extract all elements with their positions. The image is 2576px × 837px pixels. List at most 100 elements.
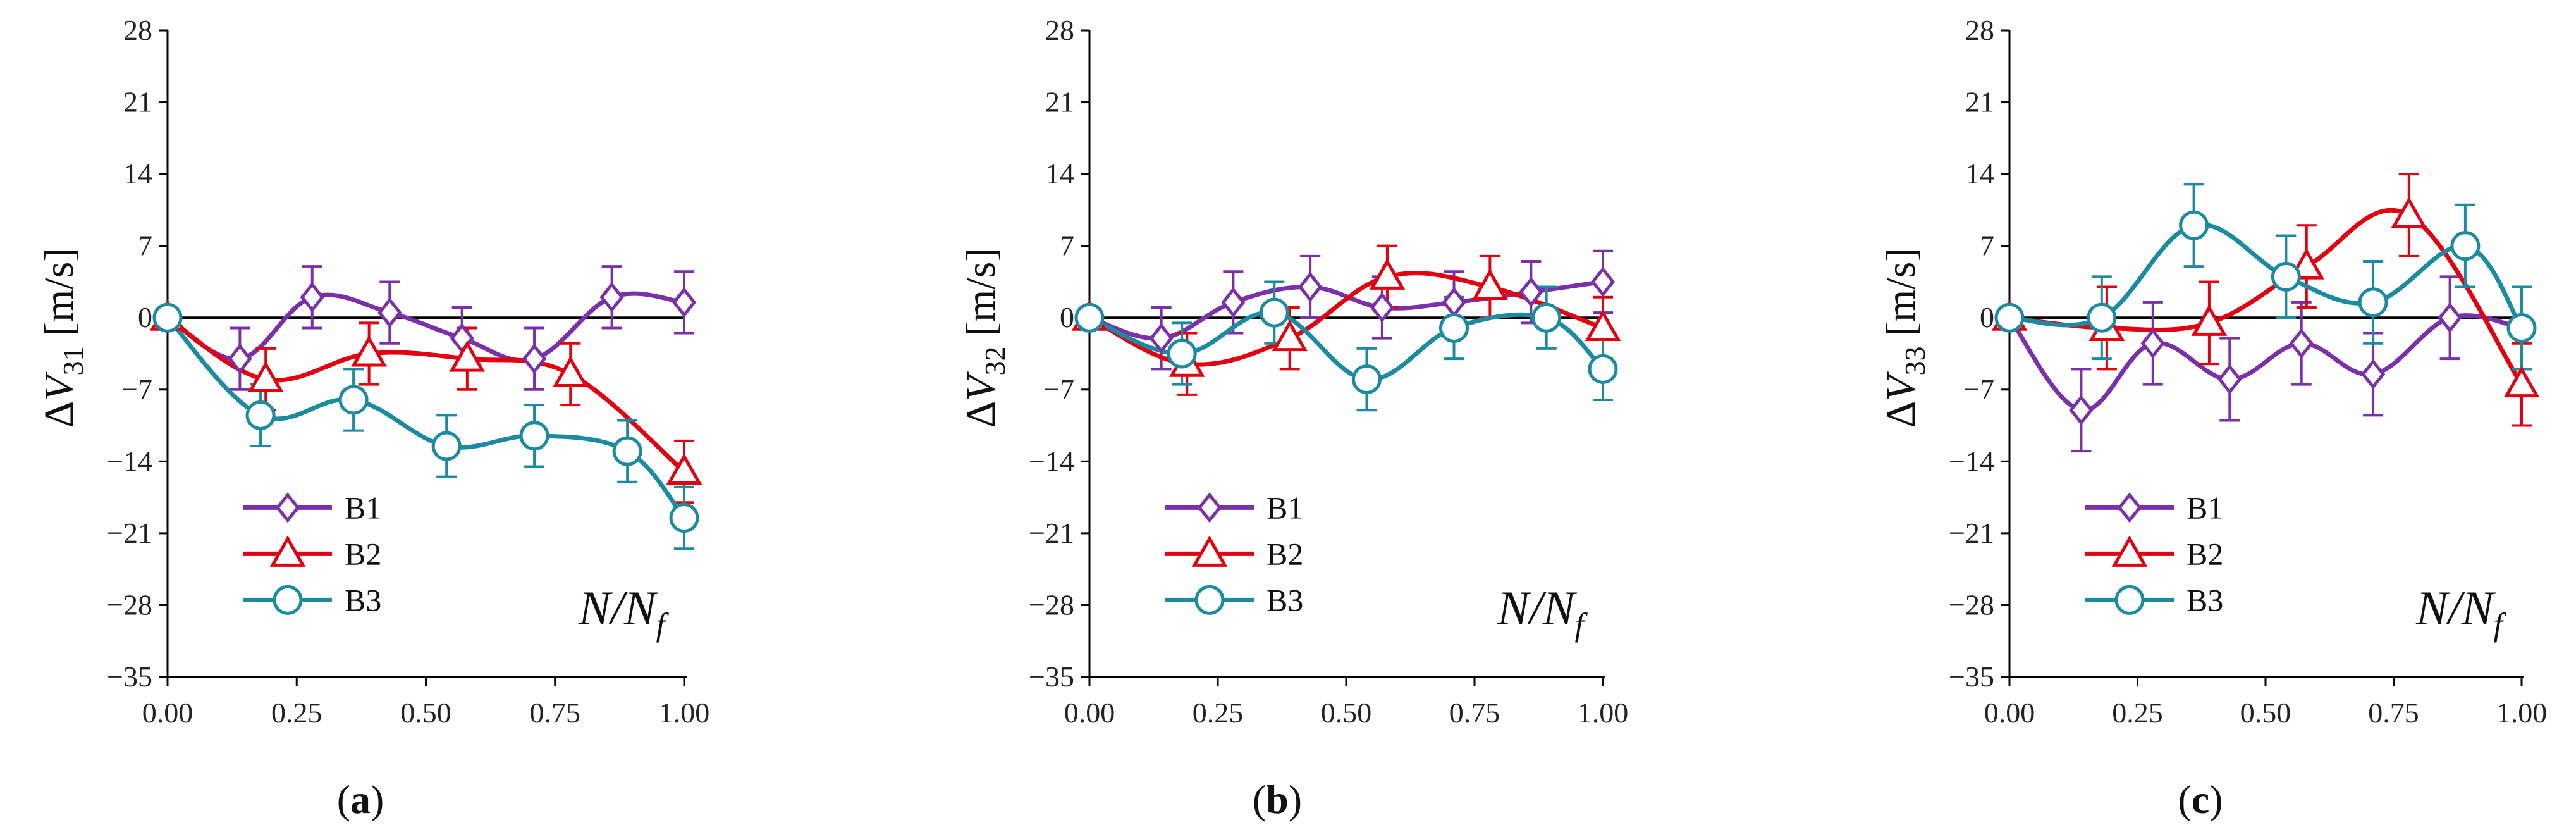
data-point-b3 — [1588, 354, 1618, 384]
series-line-b2 — [166, 316, 686, 474]
y-tick-label: −7 — [1043, 373, 1074, 406]
panel-label: (c) — [2178, 777, 2223, 822]
data-point-b1 — [2360, 359, 2386, 390]
data-point-b2 — [1472, 268, 1508, 301]
data-point-b3 — [2087, 302, 2117, 333]
y-tick-label: −28 — [107, 588, 152, 621]
legend-label-b1: B1 — [2187, 490, 2223, 525]
y-tick-label: 21 — [123, 86, 152, 118]
legend-label-b3: B3 — [1267, 582, 1303, 617]
legend-label-b2: B2 — [2187, 536, 2223, 571]
data-point-b1 — [2289, 328, 2314, 359]
data-point-b1 — [1519, 276, 1543, 307]
y-axis-title: ΔV33 [m/s] — [1878, 248, 1931, 428]
y-tick-label: 28 — [123, 14, 152, 46]
panel-c: 28 21 14 7 0 −7 −14 −21 −28 −35 0.00 0.25 0.50 0.75 1.… — [1878, 14, 2547, 822]
data-point-b2 — [2503, 366, 2540, 398]
x-axis-title-main: N/N — [578, 581, 659, 635]
panel-label-open: ( — [337, 777, 350, 822]
panel-label-letter: b — [1266, 777, 1289, 822]
data-point-b1 — [1149, 323, 1174, 354]
y-tick-label: −35 — [1029, 660, 1074, 693]
series-b2 — [166, 316, 694, 504]
y-tick-label: −21 — [1949, 517, 1994, 549]
x-tick-label: 0.75 — [2368, 697, 2419, 729]
x-axis-title: N/Nf — [1497, 581, 1588, 643]
y-axis-title-delta: Δ — [958, 401, 1004, 428]
legend: B1 B2 B3 — [243, 490, 381, 617]
data-point-b1 — [228, 344, 252, 375]
panel-label-close: ) — [1289, 777, 1302, 822]
y-tick-label: 0 — [1060, 301, 1074, 333]
x-axis-title-sub: f — [1575, 607, 1588, 643]
data-point-b2 — [1369, 258, 1406, 290]
x-tick-label: 0.00 — [1984, 697, 2035, 729]
data-point-b2 — [666, 453, 702, 485]
y-tick-label: −35 — [107, 660, 152, 693]
data-point-b3 — [2271, 261, 2301, 292]
data-point-b1 — [522, 344, 547, 375]
y-axis-title-unit: [m/s] — [1878, 248, 1924, 347]
x-tick-label: 0.50 — [2240, 697, 2291, 729]
markers-b2 — [1991, 196, 2540, 398]
legend-marker-b1 — [1197, 492, 1222, 523]
y-tick-label: −21 — [107, 517, 152, 549]
y-tick-label: −7 — [121, 373, 152, 406]
x-axis-title: N/Nf — [2415, 581, 2507, 643]
legend-label-b2: B2 — [345, 536, 381, 571]
y-tick-label: 0 — [138, 301, 152, 333]
y-tick-label: −28 — [1949, 588, 1994, 621]
data-point-b1 — [2438, 302, 2462, 333]
data-point-b3 — [1351, 364, 1382, 395]
panel-label-letter: a — [350, 777, 371, 822]
x-tick-label: 0.50 — [400, 697, 451, 729]
data-point-b3 — [2358, 287, 2388, 318]
data-point-b3 — [519, 421, 549, 451]
y-tick-label: 0 — [1980, 301, 1994, 333]
y-tick-label: 14 — [123, 158, 152, 190]
y-tick-label: 21 — [1965, 86, 1994, 118]
x-tick-label: 1.00 — [2496, 697, 2548, 729]
legend-marker-b3 — [273, 585, 303, 615]
panel-label-close: ) — [2209, 777, 2223, 822]
y-axis-title-delta: Δ — [36, 401, 82, 428]
data-point-b1 — [599, 282, 624, 313]
x-tick-label: 0.00 — [1064, 697, 1115, 729]
data-point-b3 — [1531, 302, 1562, 333]
data-point-b3 — [2450, 231, 2481, 261]
legend-marker-b3 — [2114, 585, 2145, 615]
x-tick-label: 0.00 — [142, 697, 193, 729]
y-tick-label: −28 — [1029, 588, 1074, 621]
x-axis-title: N/Nf — [578, 581, 670, 643]
legend-label-b2: B2 — [1267, 536, 1303, 571]
y-axis-title-unit: [m/s] — [958, 248, 1004, 347]
y-tick-label: 7 — [138, 230, 152, 262]
y-tick-label: 14 — [1965, 158, 1994, 190]
y-axis-title-var: V — [958, 371, 1004, 401]
y-tick-label: −21 — [1029, 517, 1074, 549]
x-tick-label: 0.25 — [271, 697, 322, 729]
data-point-b2 — [2391, 196, 2427, 228]
y-axis-title-var: V — [36, 371, 82, 401]
legend-marker-b2 — [269, 535, 306, 567]
markers-b1 — [1077, 266, 1616, 354]
y-tick-label: 21 — [1045, 86, 1074, 118]
legend-marker-b1 — [275, 492, 300, 523]
y-axis-title-unit: [m/s] — [36, 248, 82, 347]
data-point-b3 — [669, 503, 699, 533]
data-point-b1 — [2217, 364, 2242, 395]
data-point-b3 — [1259, 297, 1289, 328]
data-point-b2 — [1585, 309, 1621, 341]
y-tick-label: 14 — [1045, 158, 1074, 190]
data-point-b1 — [377, 297, 402, 328]
panel-a: 28 21 14 7 0 −7 −14 −21 −28 −35 0.00 0.25 0.50 0.75 1.… — [36, 14, 709, 822]
panel-label: (b) — [1253, 777, 1302, 822]
x-tick-label: 0.75 — [1449, 697, 1500, 729]
series-line-b3 — [166, 316, 686, 519]
data-point-b1 — [300, 282, 324, 313]
legend-label-b1: B1 — [345, 490, 381, 525]
legend-marker-b2 — [2111, 535, 2148, 567]
legend-marker-b3 — [1194, 585, 1225, 615]
data-point-b1 — [2140, 328, 2166, 359]
